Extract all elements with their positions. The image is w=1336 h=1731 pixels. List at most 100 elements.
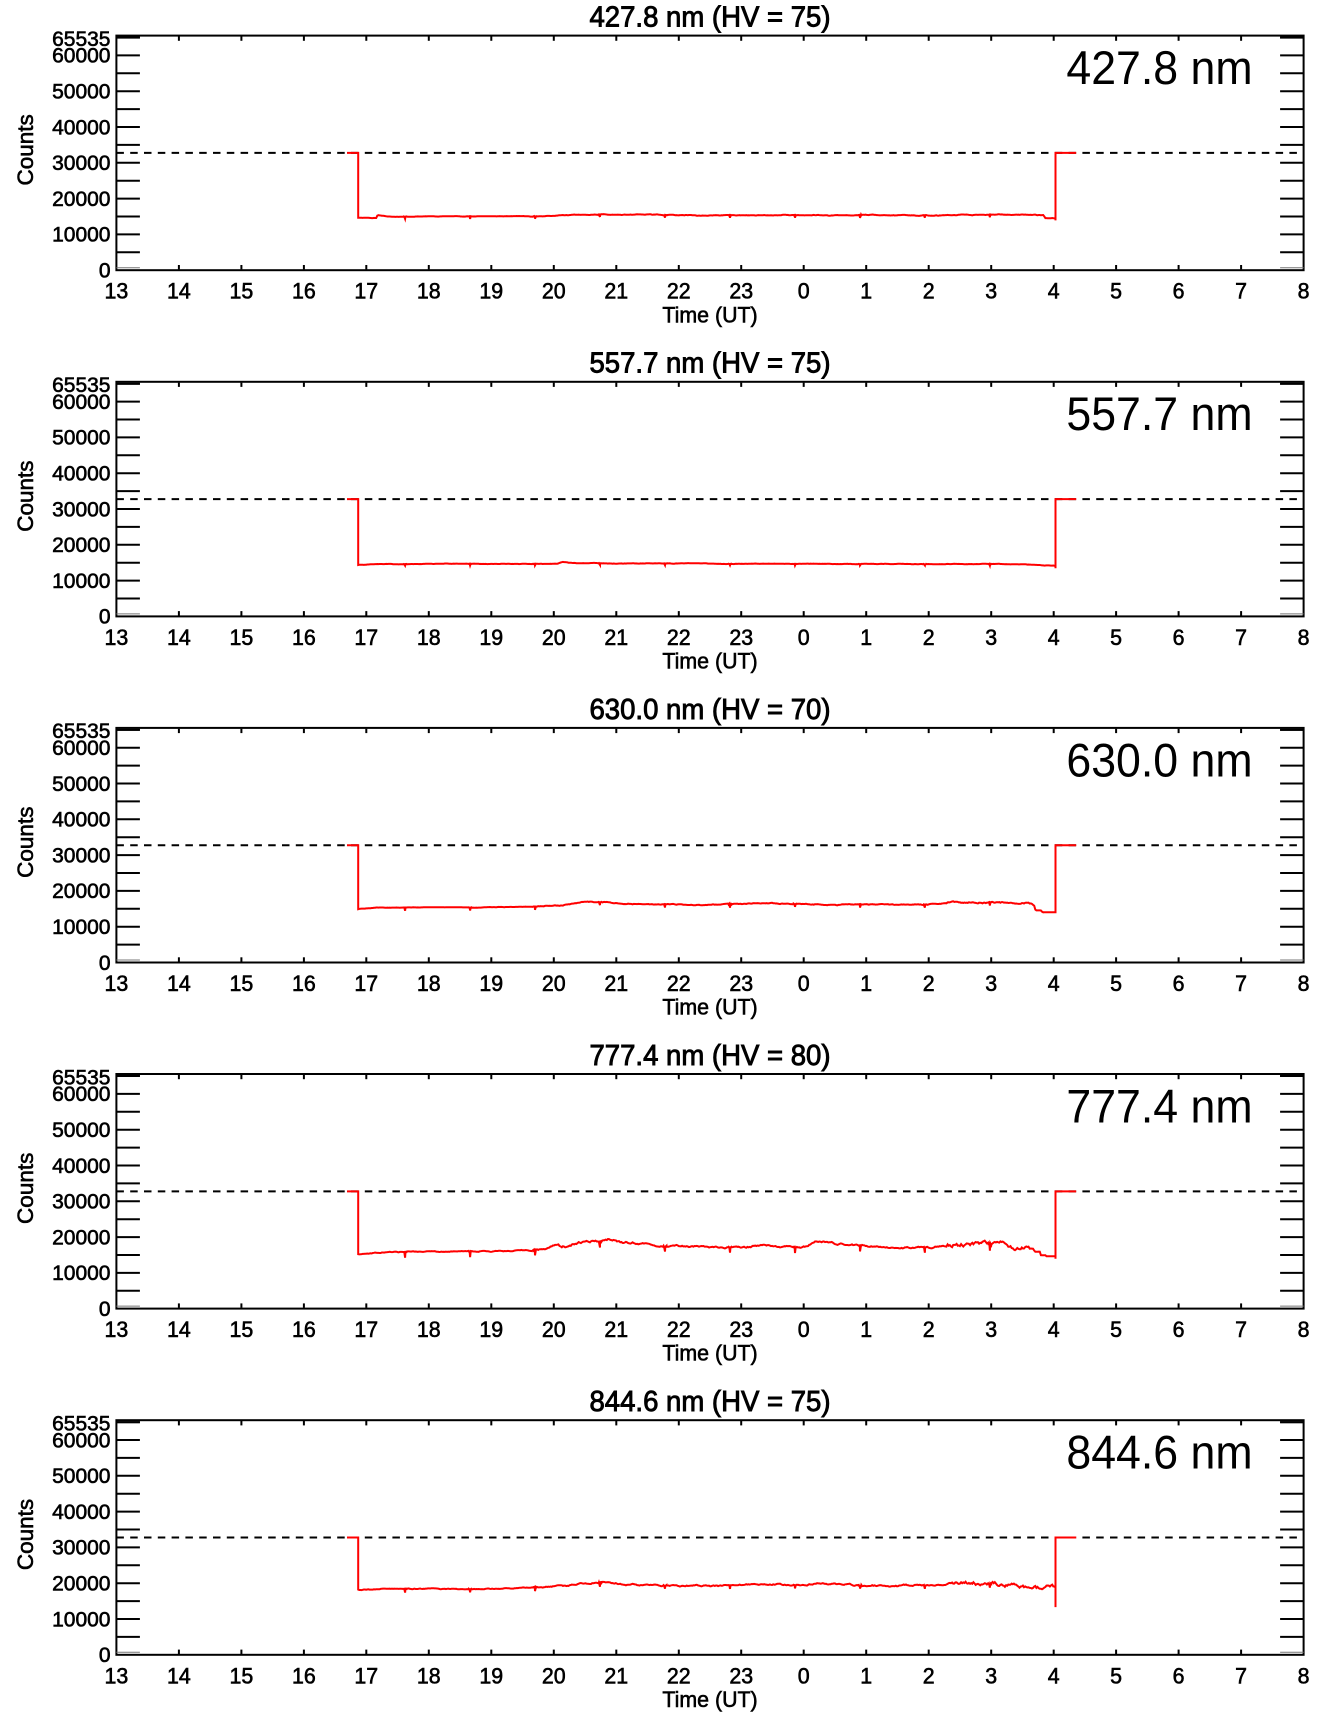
svg-text:3: 3 [985,278,997,304]
svg-text:65535: 65535 [52,374,110,397]
svg-text:10000: 10000 [52,570,110,593]
svg-text:50000: 50000 [52,1119,110,1142]
svg-text:15: 15 [230,624,254,650]
svg-text:19: 19 [479,1317,503,1343]
svg-text:0: 0 [99,1298,111,1321]
svg-text:20: 20 [542,970,566,996]
svg-text:20000: 20000 [52,1573,110,1596]
svg-text:16: 16 [292,970,316,996]
svg-text:4: 4 [1048,970,1060,996]
svg-text:17: 17 [354,624,378,650]
svg-text:65535: 65535 [52,720,110,743]
svg-text:Counts: Counts [13,1153,38,1224]
svg-text:15: 15 [230,970,254,996]
svg-text:40000: 40000 [52,809,110,832]
svg-text:18: 18 [417,1663,441,1689]
svg-text:40000: 40000 [52,116,110,139]
svg-text:23: 23 [729,278,753,304]
svg-text:3: 3 [985,970,997,996]
svg-text:0: 0 [798,278,810,304]
svg-text:16: 16 [292,278,316,304]
svg-text:5: 5 [1110,624,1122,650]
svg-text:50000: 50000 [52,81,110,104]
svg-text:3: 3 [985,1317,997,1343]
svg-text:40000: 40000 [52,463,110,486]
svg-text:18: 18 [417,1317,441,1343]
svg-text:557.7 nm (HV = 75): 557.7 nm (HV = 75) [589,346,830,379]
svg-text:14: 14 [167,970,191,996]
svg-text:19: 19 [479,1663,503,1689]
svg-text:22: 22 [667,1317,691,1343]
svg-text:427.8 nm: 427.8 nm [1066,42,1252,94]
svg-text:15: 15 [230,278,254,304]
svg-text:3: 3 [985,1663,997,1689]
svg-text:14: 14 [167,1663,191,1689]
svg-text:20: 20 [542,278,566,304]
svg-text:60000: 60000 [52,1429,110,1452]
svg-text:15: 15 [230,1663,254,1689]
svg-text:19: 19 [479,278,503,304]
svg-text:20: 20 [542,1317,566,1343]
svg-text:14: 14 [167,1317,191,1343]
svg-text:40000: 40000 [52,1501,110,1524]
svg-text:0: 0 [99,260,111,283]
svg-text:Time (UT): Time (UT) [662,994,757,1020]
svg-text:5: 5 [1110,1317,1122,1343]
svg-text:8: 8 [1298,278,1310,304]
svg-text:630.0 nm (HV = 70): 630.0 nm (HV = 70) [589,692,830,725]
svg-text:19: 19 [479,970,503,996]
svg-text:Time (UT): Time (UT) [662,1686,757,1712]
svg-text:5: 5 [1110,1663,1122,1689]
svg-text:8: 8 [1298,624,1310,650]
svg-text:20000: 20000 [52,880,110,903]
svg-text:0: 0 [798,970,810,996]
svg-text:19: 19 [479,624,503,650]
svg-text:22: 22 [667,970,691,996]
svg-text:Counts: Counts [13,1499,38,1570]
svg-text:6: 6 [1173,278,1185,304]
svg-text:13: 13 [105,1317,129,1343]
svg-text:7: 7 [1235,970,1247,996]
svg-text:60000: 60000 [52,737,110,760]
svg-text:65535: 65535 [52,1066,110,1089]
svg-text:10000: 10000 [52,1608,110,1631]
svg-text:777.4 nm (HV = 80): 777.4 nm (HV = 80) [589,1038,830,1071]
svg-text:13: 13 [105,1663,129,1689]
svg-text:5: 5 [1110,278,1122,304]
svg-text:30000: 30000 [52,498,110,521]
svg-text:3: 3 [985,624,997,650]
svg-text:4: 4 [1048,1317,1060,1343]
svg-text:15: 15 [230,1317,254,1343]
svg-text:60000: 60000 [52,45,110,68]
svg-text:0: 0 [798,1317,810,1343]
svg-text:844.6 nm: 844.6 nm [1066,1427,1252,1479]
svg-text:65535: 65535 [52,1413,110,1436]
svg-text:20000: 20000 [52,1226,110,1249]
svg-text:5: 5 [1110,970,1122,996]
svg-text:23: 23 [729,1317,753,1343]
svg-text:18: 18 [417,624,441,650]
svg-text:50000: 50000 [52,1465,110,1488]
svg-text:8: 8 [1298,1317,1310,1343]
svg-text:10000: 10000 [52,916,110,939]
svg-text:0: 0 [99,952,111,975]
svg-text:21: 21 [604,624,628,650]
svg-text:Time (UT): Time (UT) [662,302,757,328]
svg-text:16: 16 [292,1663,316,1689]
svg-text:13: 13 [105,624,129,650]
svg-text:7: 7 [1235,1317,1247,1343]
svg-text:Counts: Counts [13,114,38,185]
svg-text:14: 14 [167,278,191,304]
svg-text:7: 7 [1235,278,1247,304]
svg-text:Time (UT): Time (UT) [662,1340,757,1366]
svg-text:18: 18 [417,278,441,304]
svg-text:30000: 30000 [52,844,110,867]
svg-text:Counts: Counts [13,807,38,878]
svg-text:4: 4 [1048,1663,1060,1689]
svg-text:40000: 40000 [52,1155,110,1178]
svg-text:20: 20 [542,624,566,650]
svg-text:6: 6 [1173,1317,1185,1343]
svg-text:7: 7 [1235,624,1247,650]
svg-text:60000: 60000 [52,1083,110,1106]
svg-text:0: 0 [99,1644,111,1667]
